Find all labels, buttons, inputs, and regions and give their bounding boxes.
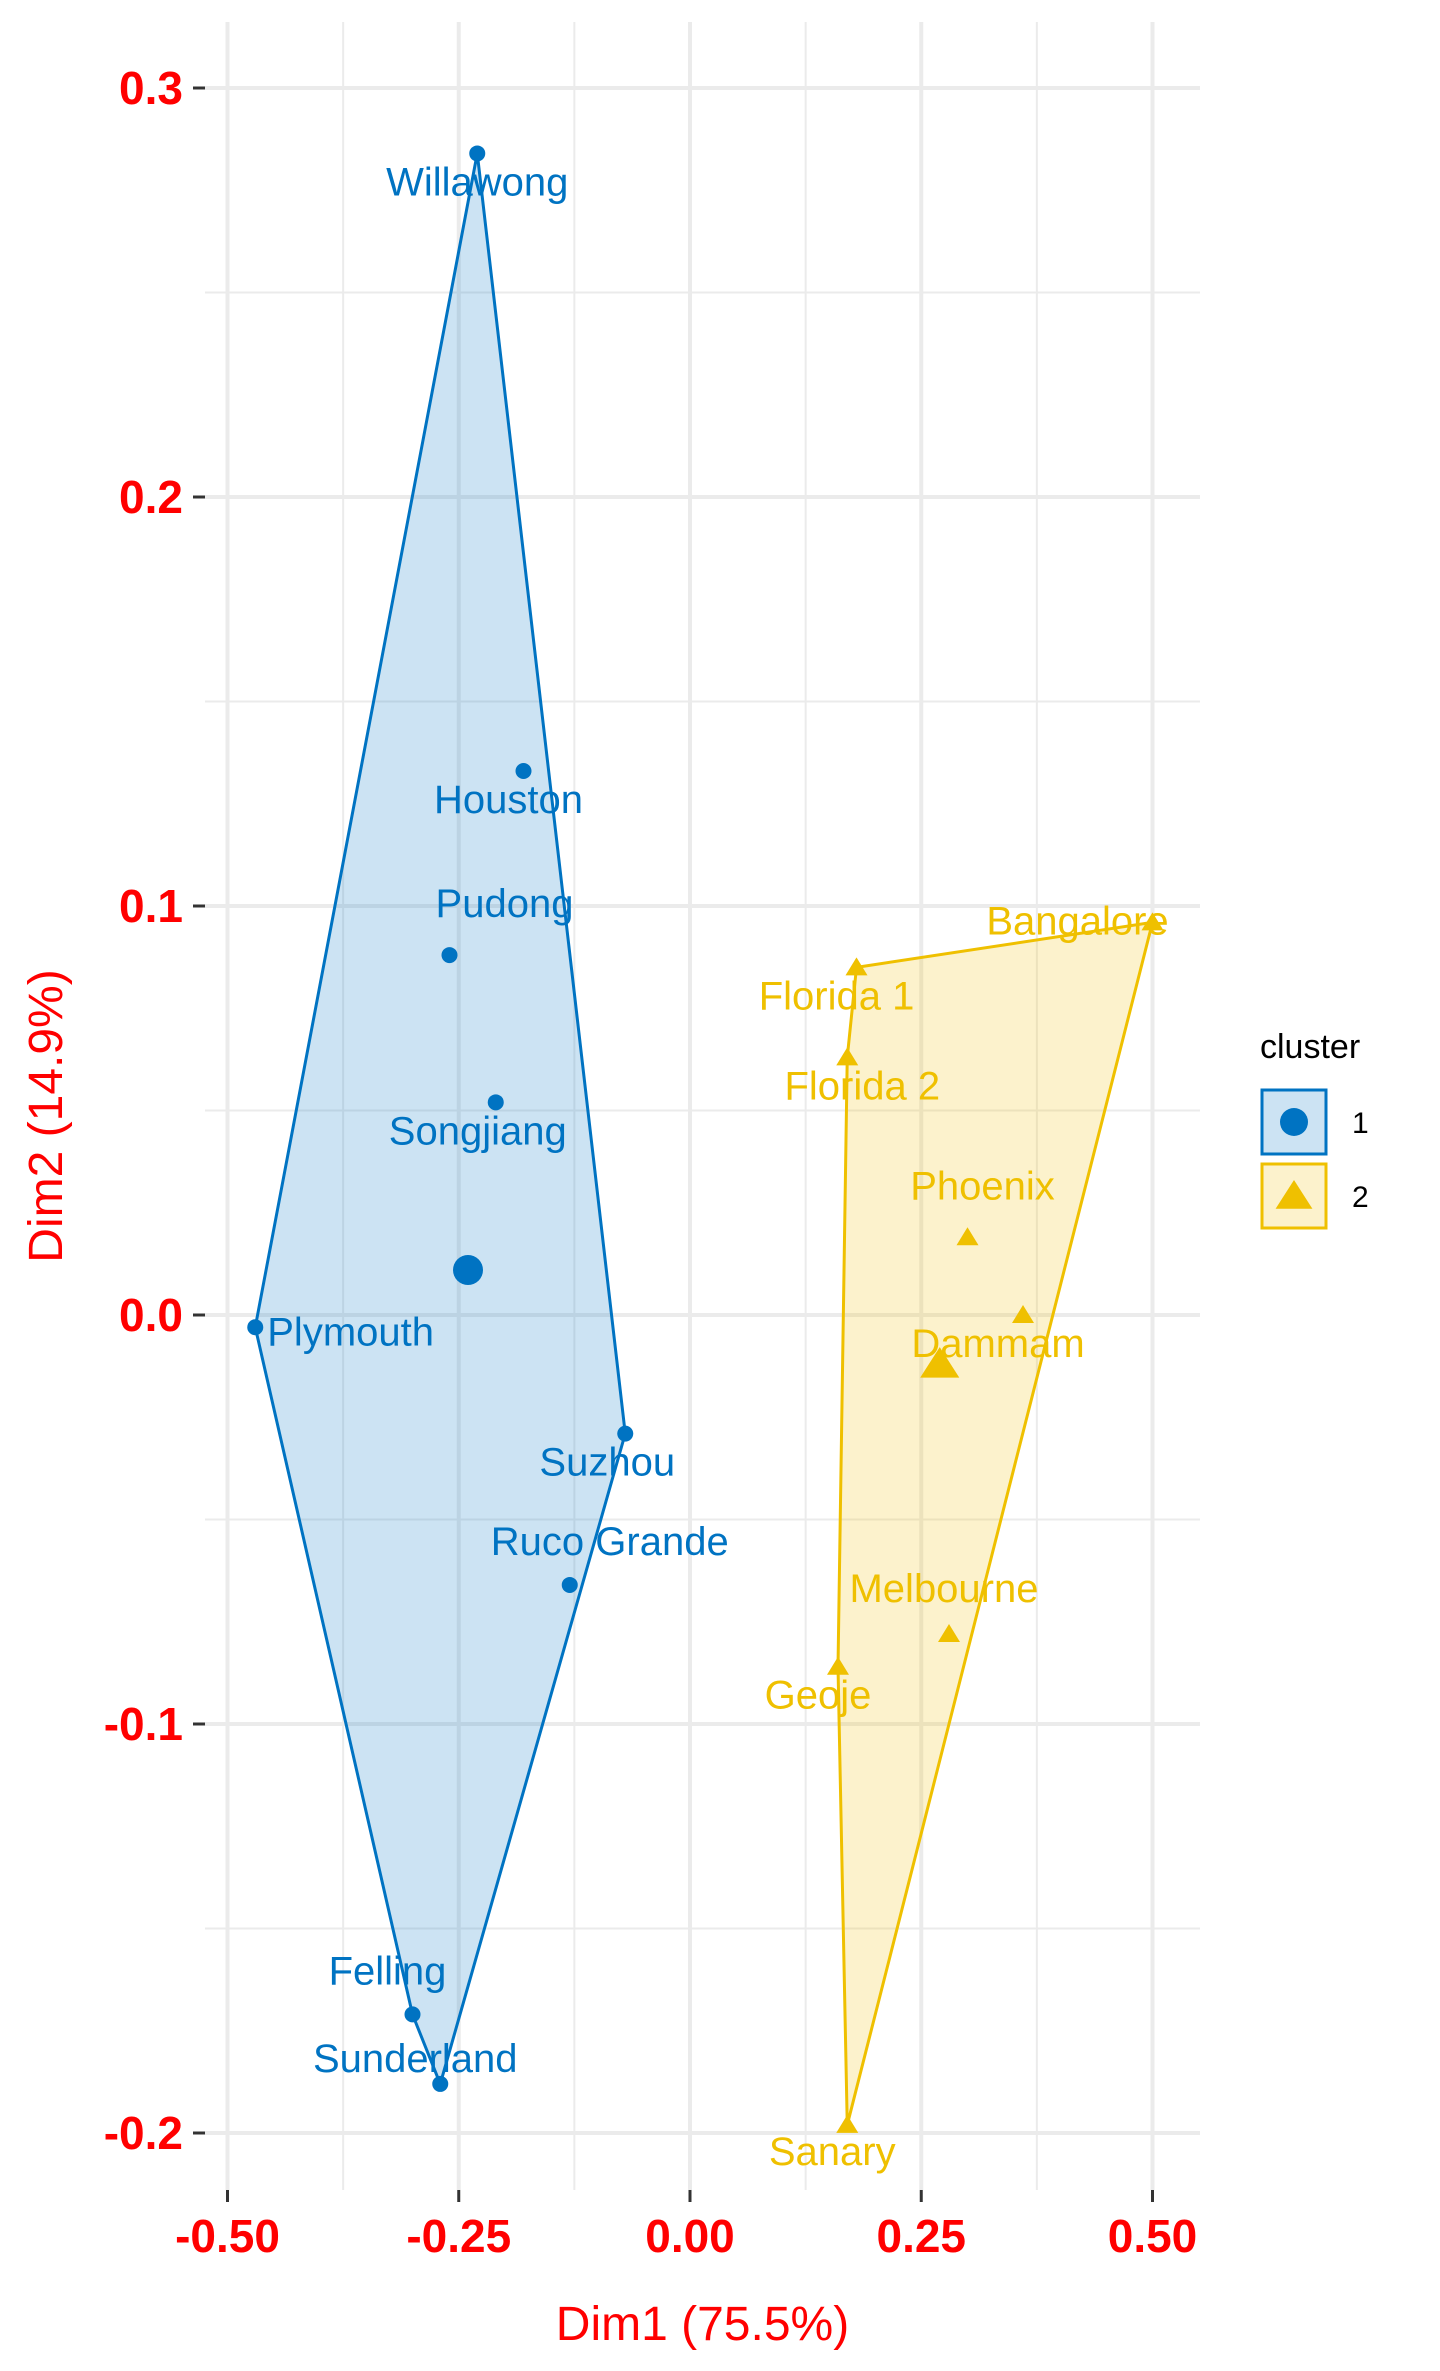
cluster-2-center bbox=[920, 1347, 960, 1378]
point-label: Phoenix bbox=[910, 1164, 1055, 1208]
legend-marker-2 bbox=[1275, 1180, 1313, 1209]
point-label: Pudong bbox=[436, 882, 574, 926]
point-dammam bbox=[1012, 1305, 1034, 1323]
point-label: Florida 1 bbox=[759, 974, 915, 1018]
point-florida-2 bbox=[836, 1047, 859, 1066]
x-tick-label: -0.25 bbox=[406, 2210, 511, 2262]
axes: -0.2 -0.1 0.0 0.1 0.2 0.3 -0.50 -0.25 0.00 0.25 0.… bbox=[104, 62, 1198, 2262]
legend-marker-1 bbox=[1280, 1108, 1308, 1136]
point-houston bbox=[515, 763, 532, 780]
legend-title: cluster bbox=[1260, 1028, 1360, 1066]
point-label: Florida 2 bbox=[784, 1064, 940, 1108]
y-tick-label: 0.3 bbox=[119, 62, 183, 114]
cluster-2-hull bbox=[836, 920, 1154, 2127]
point-label: Suzhou bbox=[539, 1441, 675, 1485]
point-suzhou bbox=[617, 1425, 634, 1442]
point-label: Geoje bbox=[765, 1674, 872, 1718]
legend-label-1: 1 bbox=[1352, 1107, 1369, 1140]
x-tick-label: 0.25 bbox=[876, 2210, 966, 2262]
x-tick-label: 0.50 bbox=[1108, 2210, 1198, 2262]
point-geoje bbox=[827, 1656, 849, 1675]
point-willawong bbox=[469, 145, 486, 162]
cluster-1-hull bbox=[253, 151, 627, 2086]
point-label: Ruco Grande bbox=[491, 1520, 729, 1564]
point-label: Felling bbox=[329, 1949, 447, 1993]
cluster-1-center bbox=[453, 1255, 483, 1286]
point-label: Willawong bbox=[386, 160, 568, 204]
point-label: Houston bbox=[434, 778, 583, 822]
point-florida-1 bbox=[845, 957, 868, 976]
cluster-centers bbox=[453, 1255, 960, 1378]
point-ruco-grande bbox=[561, 1576, 578, 1593]
y-tick-label: 0.0 bbox=[119, 1289, 183, 1341]
y-axis-title: Dim2 (14.9%) bbox=[20, 969, 73, 1262]
point-sanary bbox=[836, 2114, 859, 2133]
point-label: Bangalore bbox=[986, 899, 1168, 943]
y-tick-label: 0.2 bbox=[119, 471, 183, 523]
point-phoenix bbox=[956, 1227, 979, 1246]
point-plymouth bbox=[247, 1319, 264, 1336]
point-label: Melbourne bbox=[849, 1567, 1038, 1611]
x-tick-label: 0.00 bbox=[645, 2210, 735, 2262]
point-labels: Willawong Houston Pudong Songjiang Plymouth S… bbox=[267, 160, 1168, 2173]
point-label: Sanary bbox=[769, 2130, 896, 2174]
x-tick-label: -0.50 bbox=[175, 2210, 280, 2262]
point-bangalore bbox=[1141, 912, 1164, 931]
point-sunderland bbox=[432, 2075, 449, 2092]
point-felling bbox=[404, 2006, 421, 2023]
x-axis-title: Dim1 (75.5%) bbox=[556, 2298, 849, 2351]
point-label: Plymouth bbox=[267, 1310, 434, 1354]
y-tick-label: -0.1 bbox=[104, 1698, 183, 1750]
cluster-hulls bbox=[253, 151, 1154, 2127]
point-pudong bbox=[441, 947, 458, 964]
point-label: Songjiang bbox=[389, 1109, 567, 1153]
y-tick-label: -0.2 bbox=[104, 2107, 183, 2159]
point-label: Sunderland bbox=[313, 2037, 518, 2081]
legend: cluster 1 2 bbox=[1260, 1028, 1369, 1230]
y-tick-label: 0.1 bbox=[119, 880, 183, 932]
point-label: Dammam bbox=[911, 1322, 1084, 1366]
data-points bbox=[247, 145, 1164, 2133]
point-melbourne bbox=[938, 1624, 960, 1643]
point-songjiang bbox=[487, 1094, 504, 1111]
legend-label-2: 2 bbox=[1352, 1181, 1369, 1214]
